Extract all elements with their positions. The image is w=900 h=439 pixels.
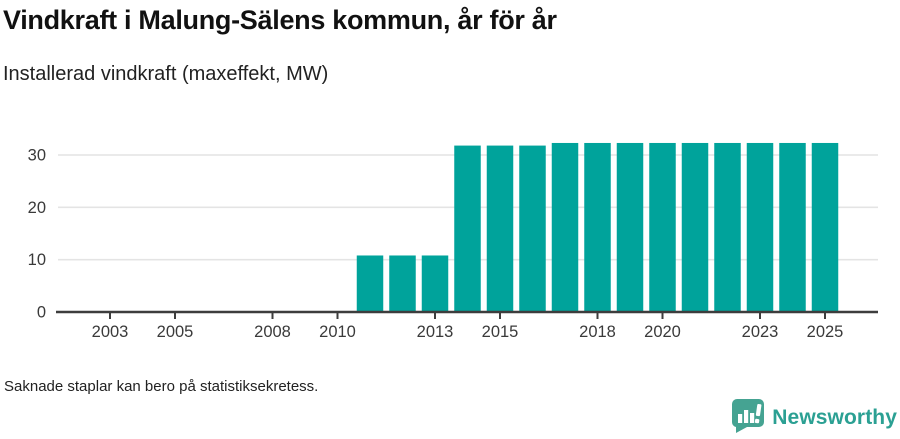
- x-tick-label-2023: 2023: [742, 323, 779, 341]
- bar-chart: 2003 2005 2008 2010 2013 2015 2018 2020 2023 2025…: [0, 120, 900, 370]
- bar-chart-canvas: 2003 2005 2008 2010 2013 2015 2018 2020 2023 2025…: [28, 142, 878, 341]
- x-tick-label-2003: 2003: [92, 323, 129, 341]
- x-tick-label-2005: 2005: [157, 323, 194, 341]
- y-tick-label-10: 10: [28, 251, 46, 269]
- bar-2024: [779, 142, 806, 312]
- bar-2017: [551, 142, 579, 312]
- bar-2012: [389, 255, 416, 312]
- chart-subtitle: Installerad vindkraft (maxeffekt, MW): [3, 63, 329, 85]
- x-tick-label-2010: 2010: [319, 323, 356, 341]
- bar-2020: [649, 142, 676, 312]
- chart-title: Vindkraft i Malung-Sälens kommun, år för…: [3, 5, 557, 35]
- y-tick-label-0: 0: [37, 304, 46, 322]
- bar-2014: [454, 145, 481, 312]
- x-tick-label-2008: 2008: [254, 323, 291, 341]
- bar-2019: [616, 142, 644, 312]
- footnote: Saknade staplar kan bero på statistiksek…: [4, 378, 319, 395]
- x-tick-label-2025: 2025: [807, 323, 844, 341]
- newsworthy-wordmark: Newsworthy: [772, 406, 897, 429]
- x-tick-label-2013: 2013: [417, 323, 454, 341]
- x-tick-label-2018: 2018: [579, 323, 616, 341]
- bar-2025: [811, 142, 839, 312]
- bar-2021: [681, 142, 709, 312]
- bar-2018: [584, 142, 611, 312]
- bar-2011: [356, 255, 384, 312]
- newsworthy-logo[interactable]: Newsworthy: [729, 397, 897, 439]
- bar-2023: [746, 142, 774, 312]
- bar-2016: [519, 145, 546, 312]
- bar-2022: [714, 142, 741, 312]
- x-tick-label-2020: 2020: [644, 323, 681, 341]
- x-tick-label-2015: 2015: [482, 323, 519, 341]
- bar-2015: [486, 145, 514, 312]
- bar-2013: [421, 255, 449, 312]
- y-tick-label-30: 30: [28, 147, 46, 165]
- newsworthy-speech-bubble-barchart-icon: [729, 397, 766, 439]
- y-tick-label-20: 20: [28, 199, 46, 217]
